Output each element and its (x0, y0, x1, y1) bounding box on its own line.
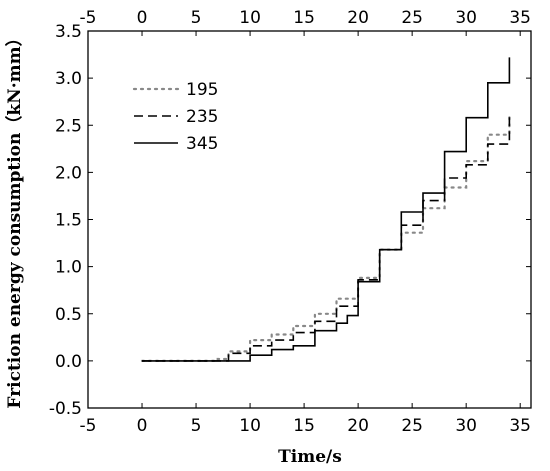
top-tick-label: 25 (401, 8, 423, 28)
y-tick-label: 0.0 (55, 352, 82, 372)
series-line-345 (142, 57, 511, 362)
x-tick-label: 30 (455, 416, 477, 436)
y-tick-label: 1.5 (55, 211, 82, 231)
series-line-195 (140, 114, 511, 362)
legend: 195 235 345 (132, 80, 218, 154)
top-tick-label: 5 (191, 8, 202, 28)
y-tick-label: 1.0 (55, 258, 82, 278)
x-tick-label: 15 (293, 416, 315, 436)
y-axis-title: Friction energy consumption（kN·mm） (4, 29, 25, 408)
x-tick-label: -5 (80, 416, 97, 436)
y-tick-label: -0.5 (49, 399, 82, 419)
x-tick-label: 10 (239, 416, 261, 436)
x-tick-label: 5 (191, 416, 202, 436)
top-tick-label: 20 (347, 8, 369, 28)
series-line-235 (142, 115, 511, 362)
x-axis-title: Time/s (278, 447, 342, 467)
series-layer (140, 57, 511, 362)
axis-ticks: -5 -5 0 0 5 5 10 10 15 15 20 20 25 25 30 30 35 35 -0.5 0.0 0… (49, 8, 531, 436)
top-tick-label: 30 (455, 8, 477, 28)
y-tick-label: 3.0 (55, 69, 82, 89)
legend-label-235: 235 (186, 107, 218, 127)
top-tick-label: 10 (239, 8, 261, 28)
top-tick-label: 0 (137, 8, 148, 28)
y-tick-label: 0.5 (55, 305, 82, 325)
top-tick-label: 15 (293, 8, 315, 28)
x-tick-label: 20 (347, 416, 369, 436)
y-tick-label: 2.0 (55, 163, 82, 183)
legend-label-345: 345 (186, 134, 218, 154)
x-tick-label: 0 (137, 416, 148, 436)
x-tick-label: 35 (509, 416, 531, 436)
top-tick-label: -5 (80, 8, 97, 28)
y-tick-label: 3.5 (55, 22, 82, 42)
x-tick-label: 25 (401, 416, 423, 436)
legend-label-195: 195 (186, 80, 218, 100)
top-tick-label: 35 (509, 8, 531, 28)
y-tick-label: 2.5 (55, 116, 82, 136)
plot-frame (87, 30, 532, 409)
